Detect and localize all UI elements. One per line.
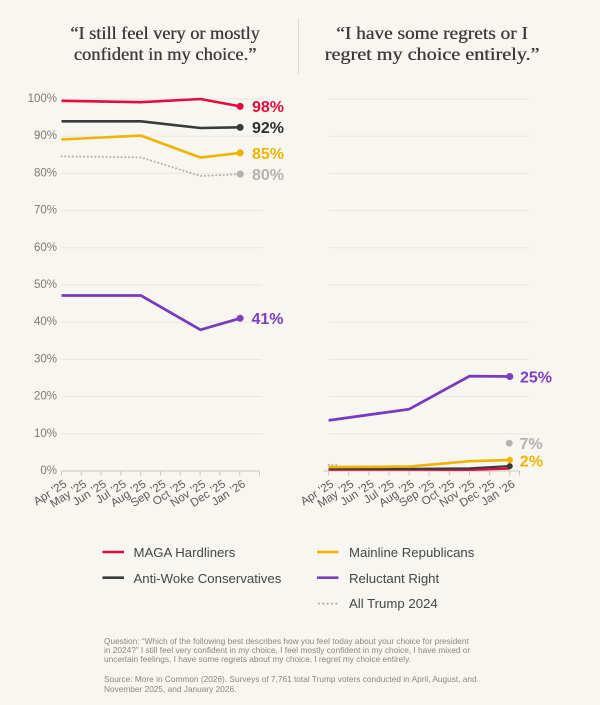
svg-text:25%: 25% (520, 369, 552, 386)
svg-text:80%: 80% (34, 167, 57, 179)
svg-text:85%: 85% (252, 146, 284, 163)
svg-text:92%: 92% (252, 120, 284, 137)
svg-text:50%: 50% (34, 279, 57, 291)
svg-text:80%: 80% (252, 167, 284, 184)
svg-text:70%: 70% (34, 205, 57, 217)
svg-text:100%: 100% (28, 93, 57, 105)
svg-text:10%: 10% (34, 428, 57, 440)
svg-text:30%: 30% (34, 353, 57, 365)
svg-text:7%: 7% (520, 436, 543, 453)
svg-text:60%: 60% (34, 242, 57, 254)
svg-text:40%: 40% (34, 316, 57, 328)
svg-text:41%: 41% (252, 311, 284, 328)
svg-text:90%: 90% (34, 130, 57, 142)
svg-text:98%: 98% (252, 99, 284, 116)
svg-text:2%: 2% (520, 454, 543, 471)
svg-text:20%: 20% (34, 391, 57, 403)
svg-text:0%: 0% (40, 465, 57, 477)
